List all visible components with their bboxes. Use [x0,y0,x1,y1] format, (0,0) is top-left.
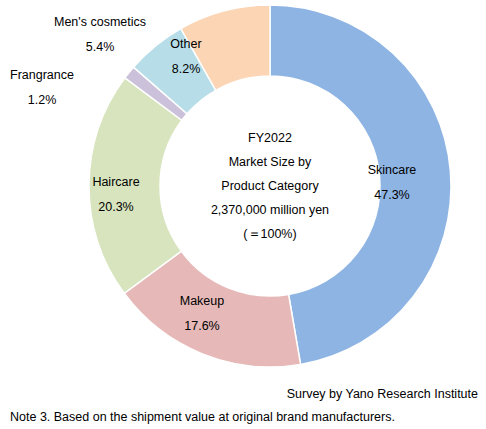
slice-value: 20.3% [98,200,133,214]
chart: Skincare 47.3% Makeup 17.6% Haircare 20.3% Fra… [0,0,486,429]
center-text: Market Size by [229,155,312,169]
slice-value: 8.2% [172,62,201,76]
slice-label: Makeup [180,294,225,308]
slice-label: Other [170,37,201,51]
center-text: FY2022 [248,131,292,145]
center-text: 2,370,000 million yen [211,203,329,217]
slice-value: 17.6% [184,319,219,333]
slice-value: 1.2% [28,93,57,107]
slice-label: Men's cosmetics [54,15,146,29]
center-text: (＝100%) [243,227,296,241]
slice-label: Frangrance [10,68,74,82]
source: Survey by Yano Research Institute [287,387,478,401]
slice-label: Skincare [368,163,417,177]
slice-value: 5.4% [86,40,115,54]
slice-label: Haircare [92,175,139,189]
note: Note 3. Based on the shipment value at o… [10,410,395,424]
center-text: Product Category [221,179,319,193]
slices [89,5,451,367]
slice-value: 47.3% [374,188,409,202]
